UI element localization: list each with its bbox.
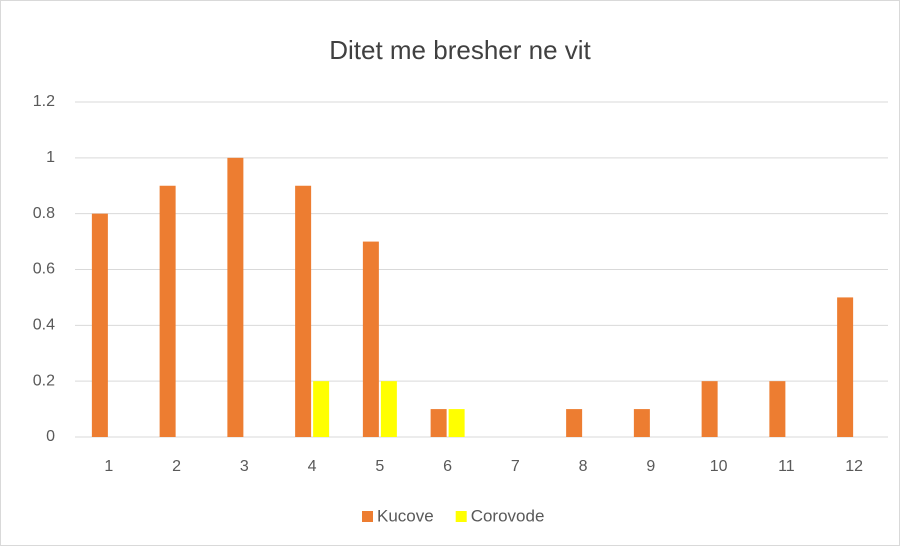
y-tick-label: 0.2 xyxy=(33,372,55,389)
x-tick-label: 3 xyxy=(240,458,249,475)
bar xyxy=(633,409,650,437)
bar xyxy=(227,157,244,438)
bar xyxy=(91,213,108,437)
y-tick-label: 1.2 xyxy=(33,93,55,110)
chart-title: Ditet me bresher ne vit xyxy=(329,35,591,65)
x-tick-label: 11 xyxy=(778,458,795,475)
y-tick-label: 0.8 xyxy=(33,205,55,222)
x-tick-label: 10 xyxy=(710,458,728,475)
x-tick-label: 12 xyxy=(845,458,863,475)
bar xyxy=(701,381,718,437)
bar xyxy=(566,409,583,437)
x-tick-label: 6 xyxy=(443,458,452,475)
x-tick-label: 4 xyxy=(308,458,317,475)
y-tick-label: 0.6 xyxy=(33,261,55,278)
x-tick-label: 8 xyxy=(579,458,588,475)
x-tick-label: 1 xyxy=(104,458,113,475)
legend-label: Corovode xyxy=(471,506,545,525)
bar xyxy=(362,241,379,437)
bar xyxy=(769,381,786,437)
bar xyxy=(159,185,176,437)
y-tick-label: 0 xyxy=(46,428,55,445)
legend-swatch xyxy=(455,511,467,522)
x-tick-label: 7 xyxy=(511,458,520,475)
legend-swatch xyxy=(362,511,373,522)
y-tick-label: 1 xyxy=(46,149,55,166)
bar xyxy=(295,185,312,437)
bar xyxy=(837,297,854,437)
x-tick-label: 2 xyxy=(172,458,181,475)
legend-label: Kucove xyxy=(377,506,434,525)
bar xyxy=(430,409,447,437)
x-tick-label: 5 xyxy=(375,458,384,475)
bar xyxy=(380,381,397,437)
bar xyxy=(313,381,330,437)
y-tick-label: 0.4 xyxy=(33,317,55,334)
x-tick-label: 9 xyxy=(646,458,655,475)
bar xyxy=(448,409,465,437)
